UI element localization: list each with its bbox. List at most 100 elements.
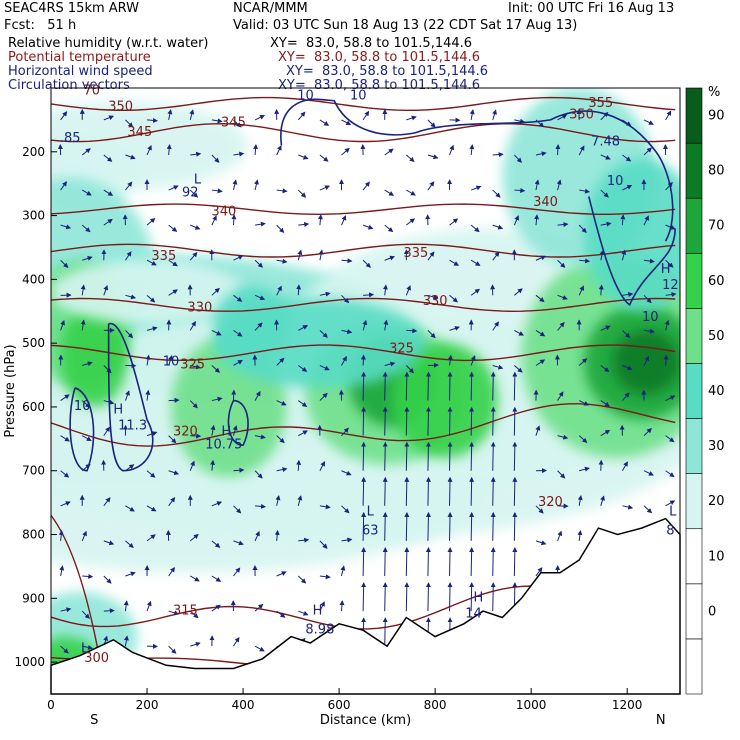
vector-arrow: [665, 224, 676, 230]
colorbar-label: 60: [708, 274, 725, 289]
vector-arrow: [298, 325, 308, 331]
vector-arrow: [665, 259, 674, 268]
vector-arrow: [361, 511, 367, 541]
vector-arrow: [535, 540, 547, 546]
vector-arrow: [447, 354, 453, 366]
theta-label: 350: [569, 108, 594, 123]
vector-arrow: [557, 530, 563, 542]
vector-arrow: [60, 181, 67, 191]
vector-arrow: [233, 540, 244, 546]
vector-arrow: [211, 118, 223, 124]
vector-arrow: [470, 185, 482, 191]
vector-arrow: [168, 259, 178, 267]
vector-arrow: [512, 511, 518, 541]
vector-arrow: [514, 188, 526, 193]
vector-arrow: [233, 151, 245, 157]
field-rh-xy: XY= 83.0, 58.8 to 101.5,144.6: [270, 36, 473, 51]
vector-arrow: [341, 147, 350, 156]
vector-arrow: [405, 365, 415, 374]
vector-arrow: [557, 114, 568, 121]
vector-arrow: [60, 259, 69, 269]
vector-arrow: [643, 119, 654, 125]
colorbar-swatch: [685, 528, 703, 585]
terrain-surface: [50, 517, 681, 695]
vector-arrow: [599, 249, 605, 261]
vector-arrow: [146, 534, 156, 542]
vector-arrow: [447, 371, 453, 401]
vector-arrow: [168, 224, 178, 232]
vector-arrow: [254, 115, 265, 121]
vector-arrow: [60, 319, 65, 331]
theta-line: [51, 344, 676, 362]
vector-arrow: [470, 355, 476, 366]
vector-arrow: [189, 109, 195, 121]
valid-time: Valid: 03 UTC Sun 18 Aug 13 (22 CDT Sat …: [233, 18, 578, 33]
vector-arrow: [447, 406, 453, 436]
vector-arrow: [492, 364, 504, 370]
vector-arrow: [664, 319, 670, 331]
vector-arrow: [643, 505, 653, 514]
vector-arrow: [363, 292, 375, 298]
theta-label: 345: [127, 125, 152, 140]
vector-arrow: [319, 365, 330, 371]
vector-arrow: [60, 607, 72, 613]
y-tick-label: 1000: [14, 655, 45, 669]
vector-arrow: [81, 400, 91, 408]
vector-arrow: [254, 470, 263, 479]
vector-arrow: [297, 365, 308, 372]
y-tick-label: 300: [22, 209, 45, 223]
vector-arrow: [319, 392, 328, 401]
colorbar-swatch: [685, 473, 703, 530]
vector-arrow: [319, 119, 330, 126]
extremum-label: H: [221, 425, 231, 440]
theta-line: [51, 514, 100, 656]
x-tick-label: 1000: [516, 698, 547, 712]
vector-arrow: [469, 582, 475, 612]
vector-arrow: [360, 354, 366, 366]
vector-arrow: [404, 476, 410, 506]
theta-label: 325: [389, 342, 414, 357]
vector-arrow: [643, 215, 649, 226]
colorbar-label: 30: [708, 439, 725, 454]
vector-arrow: [145, 389, 151, 401]
vector-arrow: [600, 429, 611, 437]
vector-arrow: [319, 154, 329, 162]
wind-label: 10: [642, 310, 659, 325]
vector-arrow: [600, 154, 611, 160]
vector-arrow: [211, 329, 222, 336]
vector-arrow: [103, 284, 109, 296]
vector-arrow: [622, 154, 632, 162]
forecast-hour: Fcst: 51 h: [4, 18, 77, 33]
vector-arrow: [362, 224, 374, 230]
vector-arrow: [622, 504, 634, 510]
colorbar-label: 80: [708, 164, 725, 179]
vector-arrow: [514, 365, 523, 373]
vector-arrow: [600, 400, 610, 407]
vector-arrow: [490, 441, 496, 471]
vector-arrow: [60, 224, 72, 230]
vector-arrow: [427, 251, 435, 261]
vector-arrow: [447, 582, 453, 612]
x-tick-label: 200: [136, 698, 159, 712]
vector-arrow: [490, 371, 496, 401]
x-tick-label: 400: [232, 698, 255, 712]
vector-arrow: [60, 435, 70, 442]
vector-arrow: [80, 319, 86, 331]
vector-arrow: [125, 464, 135, 472]
vector-arrow: [361, 547, 367, 577]
vector-arrow: [643, 328, 655, 334]
vector-arrow: [103, 608, 115, 614]
vector-arrow: [146, 431, 158, 437]
vector-arrow: [665, 292, 677, 298]
vector-arrow: [123, 635, 129, 647]
vector-arrow: [319, 461, 325, 471]
y-tick-label: 400: [22, 272, 45, 286]
vector-arrow: [535, 151, 547, 157]
vector-arrow: [81, 224, 91, 233]
colorbar-label: 50: [708, 329, 725, 344]
vector-arrow: [556, 179, 562, 191]
vector-arrow: [211, 575, 222, 582]
y-tick-label: 800: [22, 528, 45, 542]
vector-arrow: [60, 501, 71, 507]
vector-arrow: [146, 117, 158, 123]
